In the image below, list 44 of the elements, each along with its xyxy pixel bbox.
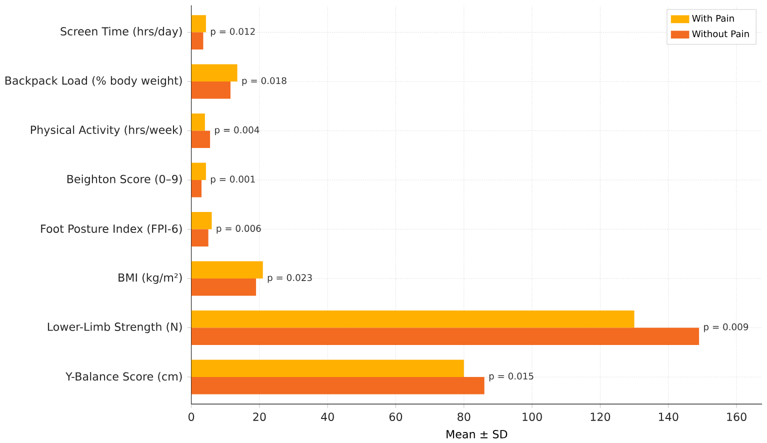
bar [191,328,700,346]
y-tick-label: Lower-Limb Strength (N) [48,322,182,334]
annotation: p = 0.004 [215,126,260,136]
y-tick-label: Backpack Load (% body weight) [5,76,182,88]
bar [191,360,464,378]
bar [191,82,230,99]
y-tick-label: Physical Activity (hrs/week) [30,126,182,136]
bar [191,278,256,296]
legend-label: Without Pain [692,30,749,38]
bar [191,261,263,279]
annotation: p = 0.006 [216,225,261,234]
x-axis-title: Mean ± SD [446,430,508,439]
bar [191,162,206,180]
legend-label: With Pain [692,14,734,22]
x-tick-label: 100 [522,412,542,422]
bar [191,229,208,247]
annotation: p = 0.018 [242,77,286,86]
x-tick-label: 120 [590,412,610,422]
annotation: p = 0.009 [704,324,748,332]
x-tick-label: 80 [458,412,470,422]
bar [191,180,202,198]
annotation: p = 0.001 [210,176,255,184]
x-tick-label: 160 [727,412,746,422]
annotation: p = 0.015 [489,372,534,382]
x-tick-label: 20 [253,412,266,422]
bar [191,15,206,32]
bar [191,130,210,148]
x-tick-label: 60 [389,412,402,422]
x-tick-label: 0 [188,412,194,422]
y-tick-label: Foot Posture Index (FPI-6) [41,224,182,234]
bar [191,32,204,50]
y-tick-label: Beighton Score (0–9) [67,174,182,186]
y-tick-label: Screen Time (hrs/day) [60,27,182,38]
bar [191,377,484,394]
annotation: p = 0.012 [210,28,255,37]
bar [191,310,634,328]
bar [191,212,212,230]
x-tick-label: 40 [321,412,334,422]
x-tick-label: 140 [659,412,678,422]
annotation: p = 0.023 [268,274,312,283]
bar [191,114,205,131]
y-tick-label: BMI (kg/m²) [118,273,182,284]
y-tick-label: Y-Balance Score (cm) [66,372,182,382]
bar [191,64,238,82]
